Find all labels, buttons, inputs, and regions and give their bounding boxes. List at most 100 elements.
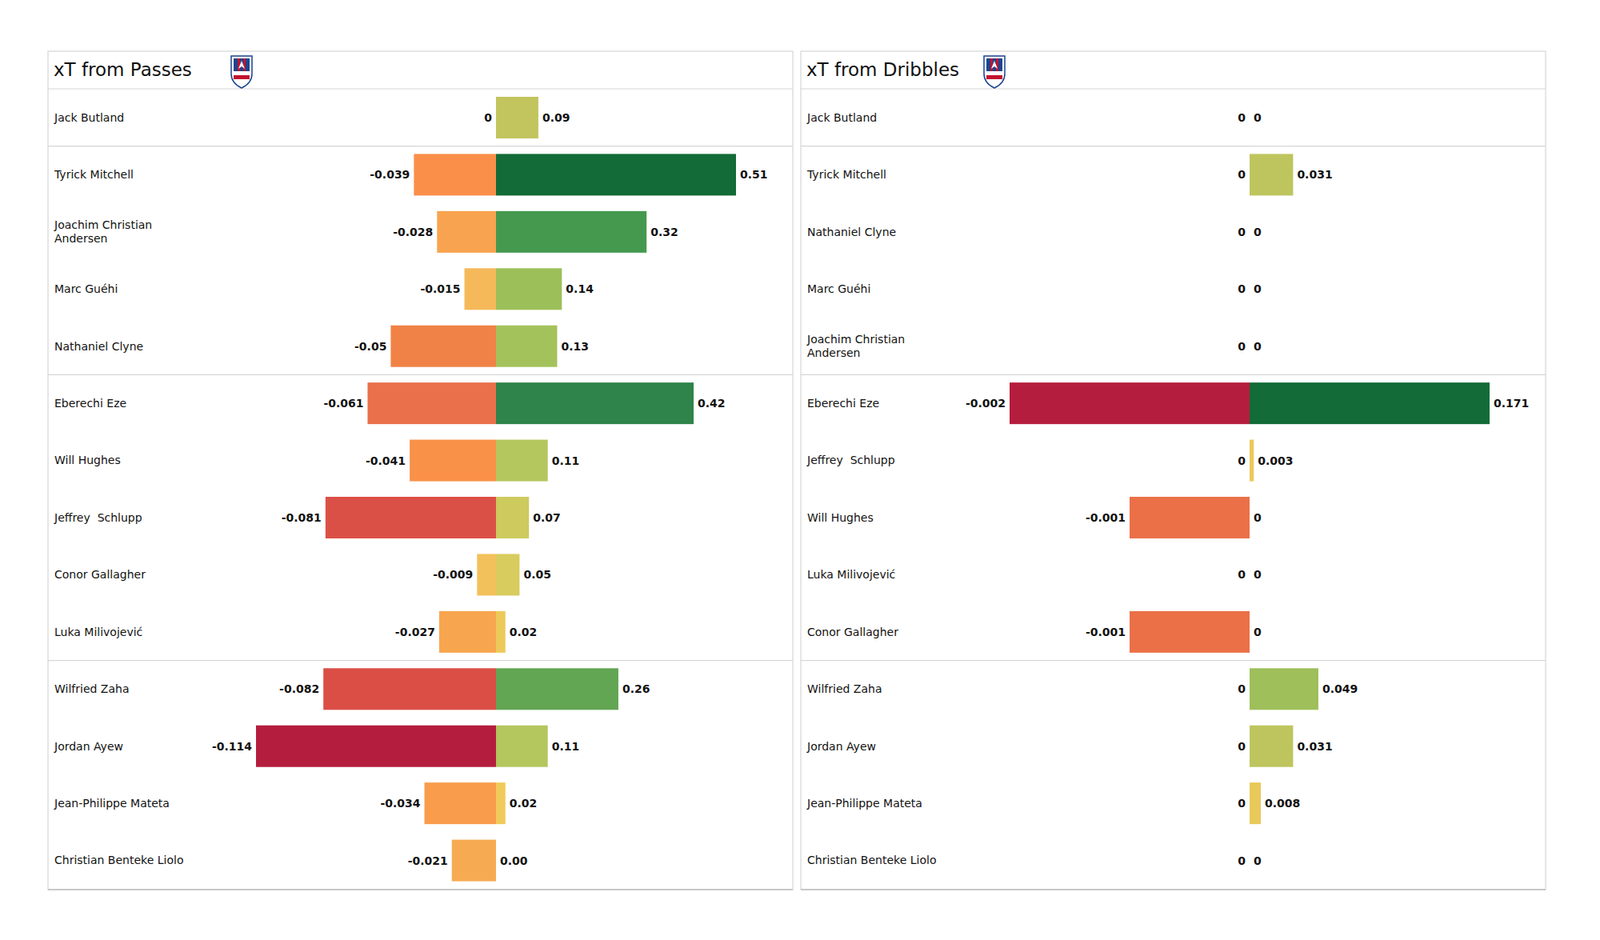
badge-stripe	[237, 58, 240, 72]
data-label: 0.031	[1296, 168, 1332, 181]
page: xT from Passes Jack Butland 0 0.09 Tyrick Mi…	[0, 0, 1600, 940]
bar	[1129, 496, 1250, 539]
name-line: Eberechi Eze	[807, 396, 880, 410]
name-line: Tyrick Mitchell	[53, 168, 134, 181]
name-line: Will Hughes	[807, 511, 874, 524]
player-name: Marc Guéhi	[807, 282, 871, 296]
player-name: Tyrick Mitchell	[53, 168, 134, 181]
panel-frame	[800, 51, 1546, 890]
bar	[452, 840, 496, 882]
bar	[409, 440, 496, 482]
player-name: Marc Guéhi	[54, 282, 118, 296]
player-name: Nathaniel Clyne	[807, 225, 896, 239]
bar	[496, 668, 619, 710]
bar	[1248, 840, 1250, 882]
data-label: 0	[1237, 282, 1246, 296]
data-label: -0.009	[432, 568, 473, 581]
badge-field	[986, 58, 1003, 72]
badge-eagle	[991, 60, 998, 69]
group-separator	[48, 374, 793, 376]
player-name: Jordan Ayew	[806, 740, 876, 753]
labels: Jack Butland00Tyrick Mitchell00.031Natha…	[806, 111, 1529, 868]
panel-bottom	[800, 888, 1546, 891]
bar	[424, 782, 496, 824]
bar	[439, 611, 496, 653]
data-label: 0.003	[1257, 454, 1293, 468]
data-label: 0	[1237, 568, 1246, 581]
panel-bottom	[48, 888, 793, 891]
data-label: -0.041	[365, 454, 406, 468]
player-name: Nathaniel Clyne	[54, 340, 144, 353]
name-line: Jordan Ayew	[806, 740, 876, 753]
bar	[390, 325, 496, 368]
data-label: 0	[1237, 454, 1246, 468]
title: xT from Passes	[53, 59, 192, 80]
player-name: Conor Gallagher	[807, 625, 899, 639]
player-name: Christian Benteke Liolo	[54, 853, 184, 867]
name-line: Marc Guéhi	[54, 282, 118, 296]
data-label: 0.02	[509, 625, 538, 639]
bar	[1248, 268, 1250, 310]
player-name: Jeffrey Schlupp	[806, 453, 896, 467]
data-label: -0.001	[1085, 511, 1126, 524]
bar	[1249, 782, 1261, 824]
bar	[496, 553, 520, 596]
bar	[1248, 211, 1250, 253]
bar	[496, 268, 562, 310]
data-label: -0.028	[392, 225, 433, 239]
data-label: 0	[1237, 340, 1246, 353]
bar	[496, 211, 647, 253]
name-line: Joachim Christian	[53, 218, 152, 232]
data-label: 0.51	[740, 168, 768, 181]
bar	[496, 611, 506, 653]
bar	[1129, 611, 1250, 653]
labels: Jack Butland00.09Tyrick Mitchell-0.0390.…	[53, 111, 768, 868]
data-label: 0.09	[542, 111, 571, 124]
data-label: -0.082	[279, 682, 320, 696]
player-name: Tyrick Mitchell	[806, 168, 887, 181]
data-label: 0.031	[1296, 740, 1332, 753]
data-label: 0.07	[532, 511, 561, 524]
data-label: 0	[1237, 225, 1246, 239]
name-line: Conor Gallagher	[54, 568, 146, 581]
data-label: 0	[1253, 568, 1262, 581]
bar	[496, 496, 529, 539]
badge-stripe	[243, 58, 246, 72]
name-line: Jack Butland	[53, 111, 124, 124]
bar	[1249, 725, 1293, 768]
data-label: 0	[1253, 111, 1262, 124]
data-label: 0.14	[565, 282, 594, 296]
data-label: 0	[1237, 111, 1246, 124]
bars	[256, 96, 736, 882]
data-label: 0	[1253, 511, 1262, 524]
bar	[1248, 211, 1250, 253]
name-line: Tyrick Mitchell	[806, 168, 887, 181]
data-label: 0.32	[650, 225, 679, 239]
name-line: Christian Benteke Liolo	[54, 853, 184, 867]
player-name: Luka Milivojević	[807, 568, 896, 581]
bar	[323, 668, 496, 710]
name-line: Luka Milivojević	[54, 625, 143, 639]
bar	[476, 553, 496, 596]
title: xT from Dribbles	[806, 59, 960, 80]
badge-stripe	[990, 58, 993, 72]
header-line	[800, 88, 1546, 89]
name-line: Andersen	[807, 346, 861, 360]
data-label: -0.034	[380, 796, 420, 810]
club-badge	[231, 56, 252, 88]
player-name: Jack Butland	[806, 111, 877, 124]
bar	[496, 440, 548, 482]
group-separator	[48, 145, 793, 147]
name-line: Wilfried Zaha	[807, 682, 882, 696]
data-label: 0	[1253, 340, 1262, 353]
data-label: 0	[1237, 796, 1246, 810]
data-label: 0	[1237, 740, 1246, 753]
bar	[1248, 96, 1250, 139]
name-line: Andersen	[54, 232, 108, 245]
chart-panel: xT from DribblesJack Butland00Tyrick Mit…	[800, 51, 1546, 890]
data-label: 0.05	[523, 568, 552, 581]
badge-field	[233, 58, 250, 72]
data-label: 0.00	[500, 854, 528, 868]
badge-shield	[231, 56, 252, 88]
data-label: 0	[1253, 625, 1262, 639]
